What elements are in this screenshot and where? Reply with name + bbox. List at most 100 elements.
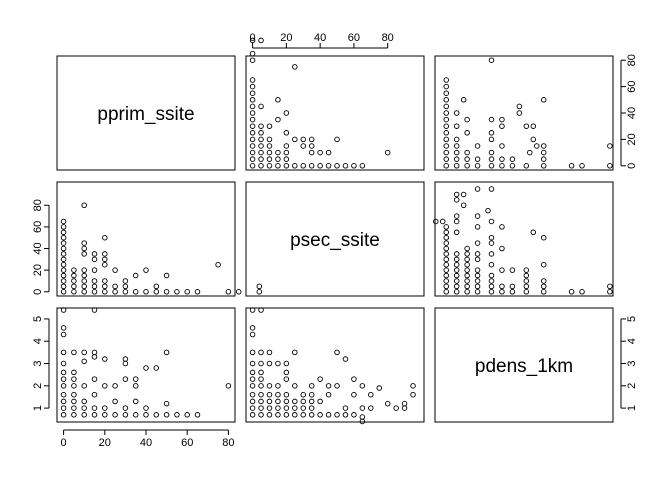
data-point xyxy=(440,218,446,225)
data-point xyxy=(443,283,449,290)
data-point xyxy=(464,116,470,123)
data-point xyxy=(249,163,256,169)
data-point xyxy=(60,398,67,405)
data-point xyxy=(71,391,77,398)
data-point xyxy=(81,251,87,257)
data-point xyxy=(568,289,575,295)
data-point xyxy=(81,202,87,209)
tick-label: 40 xyxy=(32,242,44,254)
data-point xyxy=(443,130,449,136)
data-point xyxy=(509,267,516,273)
data-point xyxy=(71,278,77,284)
data-point xyxy=(153,365,160,371)
data-point xyxy=(376,385,382,391)
data-point xyxy=(527,149,533,156)
data-point xyxy=(359,163,366,169)
data-point xyxy=(112,383,118,389)
data-point xyxy=(256,283,263,290)
data-point xyxy=(401,405,408,411)
data-point xyxy=(351,376,357,382)
data-point xyxy=(163,289,170,295)
data-point xyxy=(359,414,366,420)
data-point xyxy=(249,376,256,382)
data-point xyxy=(71,289,77,295)
data-point xyxy=(359,405,366,411)
data-point xyxy=(225,383,232,389)
data-point xyxy=(453,251,460,257)
data-point xyxy=(443,110,449,116)
data-point xyxy=(122,278,129,284)
tick-label: 80 xyxy=(32,199,44,211)
data-point xyxy=(81,412,87,418)
panel-frame-r2-c1 xyxy=(245,307,425,423)
data-point xyxy=(460,191,467,198)
data-point xyxy=(443,103,449,110)
data-point xyxy=(132,272,139,279)
data-point xyxy=(283,156,290,162)
data-point xyxy=(488,251,495,257)
data-point xyxy=(488,149,495,156)
data-point xyxy=(60,412,67,418)
data-point xyxy=(308,412,315,418)
data-point xyxy=(334,163,340,169)
data-point xyxy=(143,412,149,418)
data-point xyxy=(184,412,190,418)
data-point xyxy=(464,149,470,156)
tick-label: 4 xyxy=(626,338,638,344)
data-point xyxy=(60,245,67,252)
data-point xyxy=(283,143,290,149)
data-point xyxy=(443,163,449,169)
data-point xyxy=(258,136,264,143)
data-point xyxy=(453,289,460,295)
data-point xyxy=(499,123,505,129)
data-point xyxy=(453,283,460,290)
data-point xyxy=(266,391,273,398)
data-point xyxy=(266,349,273,356)
data-point xyxy=(249,57,256,63)
panel-frame-r0-c2 xyxy=(434,55,614,171)
data-point xyxy=(474,256,481,263)
data-point xyxy=(258,349,264,356)
data-point xyxy=(464,251,470,257)
data-point xyxy=(488,218,495,225)
data-point xyxy=(249,398,256,405)
data-point xyxy=(540,97,547,103)
data-point xyxy=(579,289,585,295)
data-point xyxy=(292,398,298,405)
data-point xyxy=(540,156,547,162)
data-point xyxy=(91,289,98,295)
data-point xyxy=(122,376,129,382)
tick-label: 5 xyxy=(626,316,638,322)
data-point xyxy=(334,383,340,389)
data-point xyxy=(266,412,273,418)
data-point xyxy=(443,224,449,230)
tick-label: 0 xyxy=(626,163,638,169)
data-point xyxy=(317,376,323,382)
data-point xyxy=(163,349,170,356)
tick-label: 2 xyxy=(32,383,44,389)
data-point xyxy=(523,267,530,273)
data-point xyxy=(460,202,467,209)
data-point xyxy=(351,412,357,418)
data-point xyxy=(292,412,298,418)
data-point xyxy=(71,412,77,418)
data-point xyxy=(464,163,470,169)
data-point xyxy=(60,272,67,279)
data-point xyxy=(249,360,256,367)
data-point xyxy=(249,349,256,356)
data-point xyxy=(464,245,470,252)
variable-label-pprim_ssite: pprim_ssite xyxy=(97,104,194,125)
data-point xyxy=(308,149,315,156)
panel-frame-r2-c0 xyxy=(56,307,236,423)
tick-label: 2 xyxy=(626,383,638,389)
panel-frame-r1-c0 xyxy=(56,181,236,297)
data-point xyxy=(102,383,108,389)
data-point xyxy=(292,136,298,143)
data-point xyxy=(464,289,470,295)
data-point xyxy=(91,256,98,263)
data-point xyxy=(342,356,349,362)
data-point xyxy=(443,234,449,241)
data-point xyxy=(71,272,77,279)
